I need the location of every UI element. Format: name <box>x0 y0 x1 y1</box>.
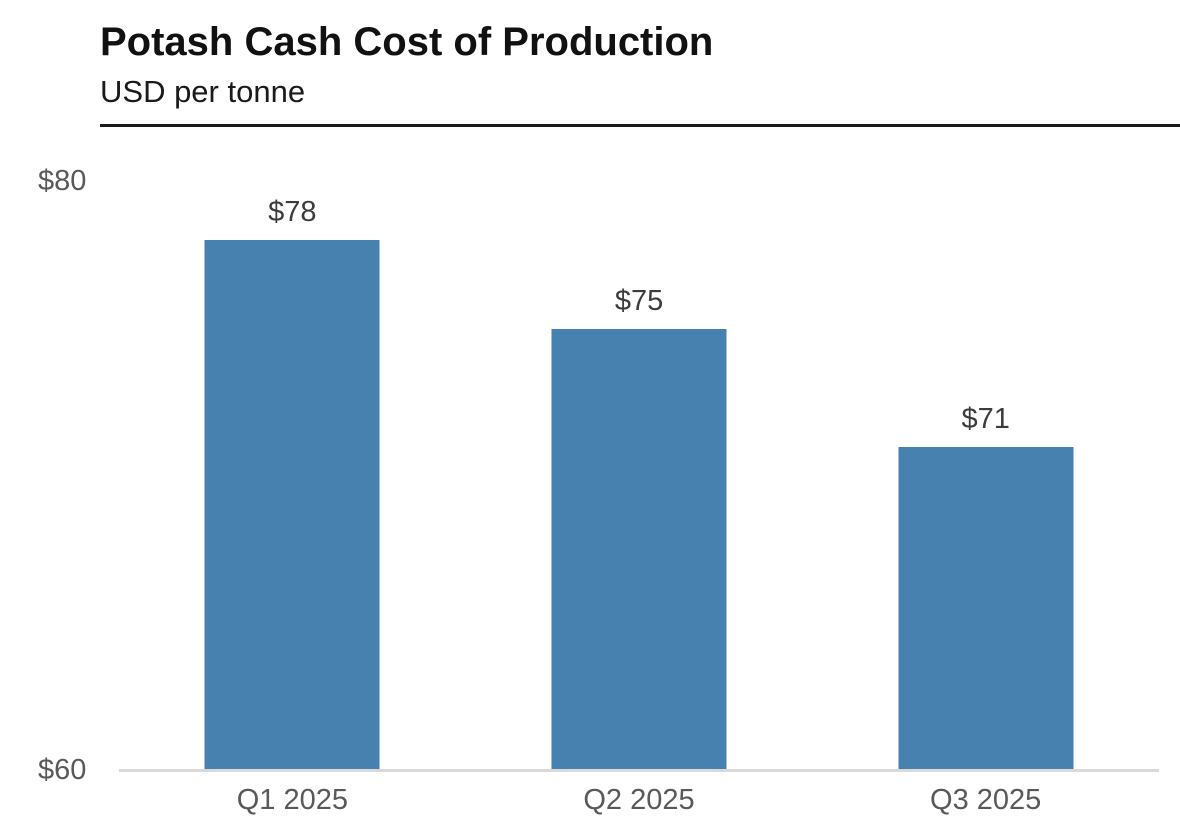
page-subtitle: USD per tonne <box>100 74 306 109</box>
x-axis-tick: Q2 2025 <box>583 784 695 816</box>
bar-column: $75 <box>466 181 813 771</box>
x-axis-labels: Q1 2025 Q2 2025 Q3 2025 <box>119 784 1159 817</box>
bar-value-label: $71 <box>961 402 1010 435</box>
x-axis-line <box>119 769 1159 772</box>
page-title: Potash Cash Cost of Production <box>100 20 714 64</box>
bar-column: $78 <box>119 181 466 771</box>
y-axis-tick-80: $80 <box>38 165 87 197</box>
bar-column: $71 <box>812 181 1159 771</box>
title-divider <box>100 124 1180 127</box>
bar <box>551 328 727 771</box>
bar <box>898 446 1074 771</box>
bar-value-label: $75 <box>614 284 664 317</box>
bar <box>204 240 380 771</box>
bar-value-label: $78 <box>268 196 317 228</box>
x-axis-tick: Q3 2025 <box>930 784 1042 816</box>
y-axis-tick-60: $60 <box>38 754 87 786</box>
x-axis-tick: Q1 2025 <box>236 784 348 816</box>
plot-area: $78 $75 $71 <box>119 181 1159 771</box>
